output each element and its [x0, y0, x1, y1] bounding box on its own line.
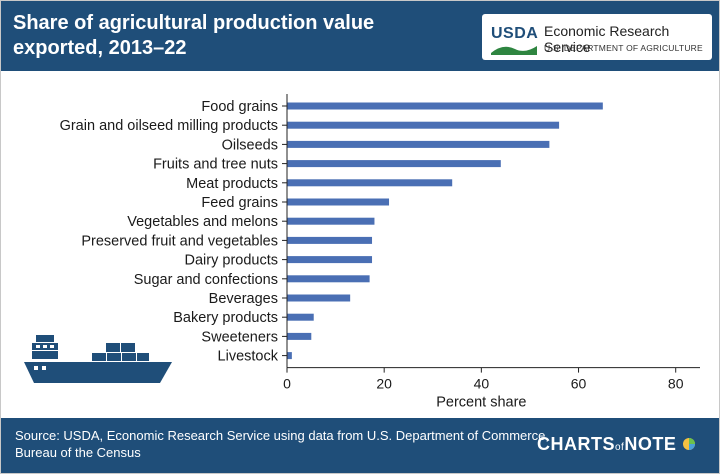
bar	[287, 256, 373, 264]
usda-logo-icon: USDA	[491, 25, 539, 42]
ers-name: Economic Research Service	[544, 23, 670, 55]
source-note: Source: USDA, Economic Research Service …	[15, 428, 549, 460]
bar	[287, 294, 351, 302]
bar	[287, 332, 312, 340]
category-label: Fruits and tree nuts	[153, 157, 278, 173]
chart-title: Share of agricultural production value e…	[13, 12, 375, 59]
bar	[287, 102, 603, 110]
x-axis-title: Percent share	[436, 395, 526, 411]
bar	[287, 313, 314, 321]
bar	[287, 121, 560, 129]
x-tick-label: 40	[474, 376, 490, 392]
category-label: Grain and oilseed milling products	[60, 118, 278, 134]
category-label: Meat products	[186, 176, 278, 192]
category-label: Feed grains	[201, 195, 278, 211]
bar	[287, 198, 390, 206]
category-label: Beverages	[209, 291, 278, 307]
bar	[287, 140, 550, 148]
x-tick-label: 60	[571, 376, 587, 392]
pie-chart-icon	[682, 438, 695, 450]
bar	[287, 236, 373, 244]
charts-of-note-post: NOTE	[624, 434, 677, 454]
charts-of-note-of: of	[615, 442, 625, 453]
category-label: Food grains	[201, 99, 278, 115]
category-label: Oilseeds	[222, 137, 278, 153]
category-label: Sugar and confections	[134, 272, 278, 288]
usda-hills-icon	[491, 46, 537, 55]
x-tick-label: 0	[283, 376, 291, 392]
ticks-layer: 0 20 40 60 80	[283, 367, 684, 392]
bar	[287, 160, 501, 168]
category-label: Preserved fruit and vegetables	[81, 233, 278, 249]
category-label: Livestock	[218, 349, 279, 365]
category-label: Dairy products	[185, 253, 278, 269]
bar	[287, 217, 375, 225]
footer-banner: Source: USDA, Economic Research Service …	[1, 418, 719, 473]
bar	[287, 352, 292, 360]
x-tick-label: 80	[668, 376, 684, 392]
x-tick-label: 20	[376, 376, 392, 392]
charts-of-note-pre: CHARTS	[537, 434, 615, 454]
usda-ers-logo: USDA Economic Research Service U.S. DEPA…	[482, 14, 712, 60]
category-label: Bakery products	[173, 310, 278, 326]
bar	[287, 179, 453, 187]
bar-chart: Food grains Grain and oilseed milling pro…	[60, 94, 700, 411]
header-banner: Share of agricultural production value e…	[1, 1, 719, 71]
category-label: Sweeteners	[201, 329, 278, 345]
bar	[287, 275, 370, 283]
charts-of-note-logo: CHARTSofNOTE	[537, 434, 717, 455]
cargo-ship-icon	[24, 335, 172, 383]
category-label: Vegetables and melons	[127, 214, 278, 230]
bars-layer: Food grains Grain and oilseed milling pro…	[60, 99, 603, 365]
ers-department: U.S. DEPARTMENT OF AGRICULTURE	[544, 43, 703, 53]
